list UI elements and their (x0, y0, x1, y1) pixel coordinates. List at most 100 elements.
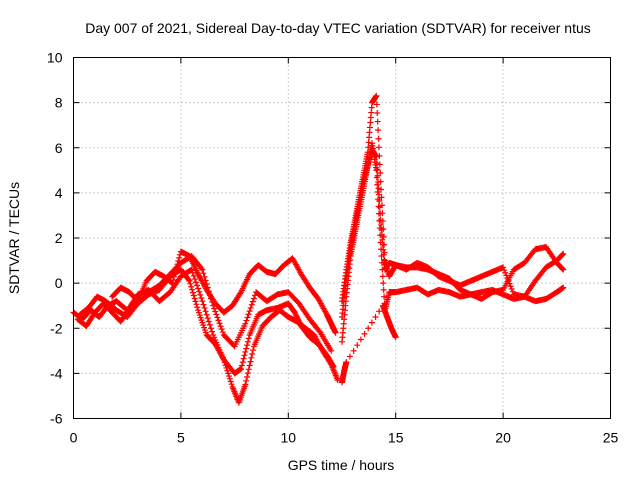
data-point (375, 127, 382, 134)
data-point (195, 285, 202, 292)
y-tick-label: 4 (55, 185, 63, 201)
data-point (238, 362, 245, 369)
data-point (240, 355, 247, 362)
data-point (379, 273, 386, 280)
y-tick-label: -2 (50, 320, 63, 336)
x-tick-label: 20 (495, 430, 511, 446)
data-point (226, 375, 233, 382)
data-point (209, 328, 216, 335)
data-point (291, 309, 298, 316)
data-point (502, 269, 509, 276)
data-point (175, 258, 182, 265)
data-point (186, 277, 193, 284)
data-point (198, 265, 205, 272)
data-point (376, 225, 383, 232)
data-point (191, 295, 198, 302)
plot-frame (73, 57, 611, 419)
data-point (378, 246, 385, 253)
data-point (192, 279, 199, 286)
data-point (245, 366, 252, 373)
data-point (170, 276, 177, 283)
data-point (215, 317, 222, 324)
data-point (375, 191, 382, 198)
data-point (202, 308, 209, 315)
data-point (194, 304, 201, 311)
data-point (194, 282, 201, 289)
series-track-8 (339, 302, 399, 386)
data-point (375, 144, 382, 151)
data-point (200, 270, 207, 277)
data-point (560, 284, 567, 291)
data-point (188, 283, 195, 290)
data-point (316, 328, 323, 335)
data-point (372, 313, 379, 320)
data-point (212, 308, 219, 315)
data-point (365, 325, 372, 332)
x-tick-label: 10 (281, 430, 297, 446)
data-point (350, 347, 357, 354)
data-point (376, 308, 383, 315)
data-point (171, 270, 178, 277)
data-point (245, 335, 252, 342)
data-point (204, 315, 211, 322)
data-point (228, 381, 235, 388)
data-point (191, 276, 198, 283)
data-point (218, 326, 225, 333)
data-point (500, 264, 507, 271)
data-point (375, 203, 382, 210)
data-point (374, 188, 381, 195)
data-point (374, 110, 381, 117)
data-point (213, 311, 220, 318)
data-point (368, 319, 375, 326)
data-point (293, 312, 300, 319)
data-point (196, 288, 203, 295)
data-point (245, 311, 252, 318)
data-point (249, 298, 256, 305)
data-point (375, 210, 382, 217)
data-point (374, 118, 381, 125)
data-point (243, 317, 250, 324)
data-point (244, 373, 251, 380)
data-point (243, 345, 250, 352)
data-point (217, 323, 224, 330)
data-point (188, 266, 195, 273)
data-point (190, 272, 197, 279)
data-point (224, 367, 231, 374)
data-point (361, 330, 368, 337)
data-point (206, 321, 213, 328)
data-point (223, 364, 230, 371)
data-point (249, 350, 256, 357)
data-point (378, 253, 385, 260)
series-track-7 (339, 140, 567, 345)
y-tick-label: -6 (50, 411, 63, 427)
data-point (173, 264, 180, 271)
data-point (250, 295, 257, 302)
y-tick-label: -4 (50, 365, 63, 381)
y-axis-label: SDTVAR / TECUs (6, 182, 22, 294)
data-point (242, 320, 249, 327)
data-point (332, 329, 339, 336)
y-tick-label: 6 (55, 140, 63, 156)
y-tick-label: 8 (55, 95, 63, 111)
data-point (248, 301, 255, 308)
data-point (375, 135, 382, 142)
x-tick-label: 25 (603, 430, 619, 446)
y-tick-label: 10 (47, 50, 63, 66)
data-point (247, 304, 254, 311)
data-point (171, 273, 178, 280)
data-point (227, 378, 234, 385)
x-tick-label: 5 (177, 430, 185, 446)
data-point (292, 310, 299, 317)
data-point (501, 267, 508, 274)
data-point (373, 92, 380, 99)
data-point (346, 353, 353, 360)
chart-ticks: 0 5 10 15 20 25 -6 -4 -2 0 2 4 6 8 10 (47, 50, 619, 446)
chart-series (70, 92, 567, 406)
data-point (237, 290, 244, 297)
data-point (211, 305, 218, 312)
data-point (243, 377, 250, 384)
data-point (226, 373, 233, 380)
data-point (250, 347, 257, 354)
data-point (354, 342, 361, 349)
data-point (375, 179, 382, 186)
